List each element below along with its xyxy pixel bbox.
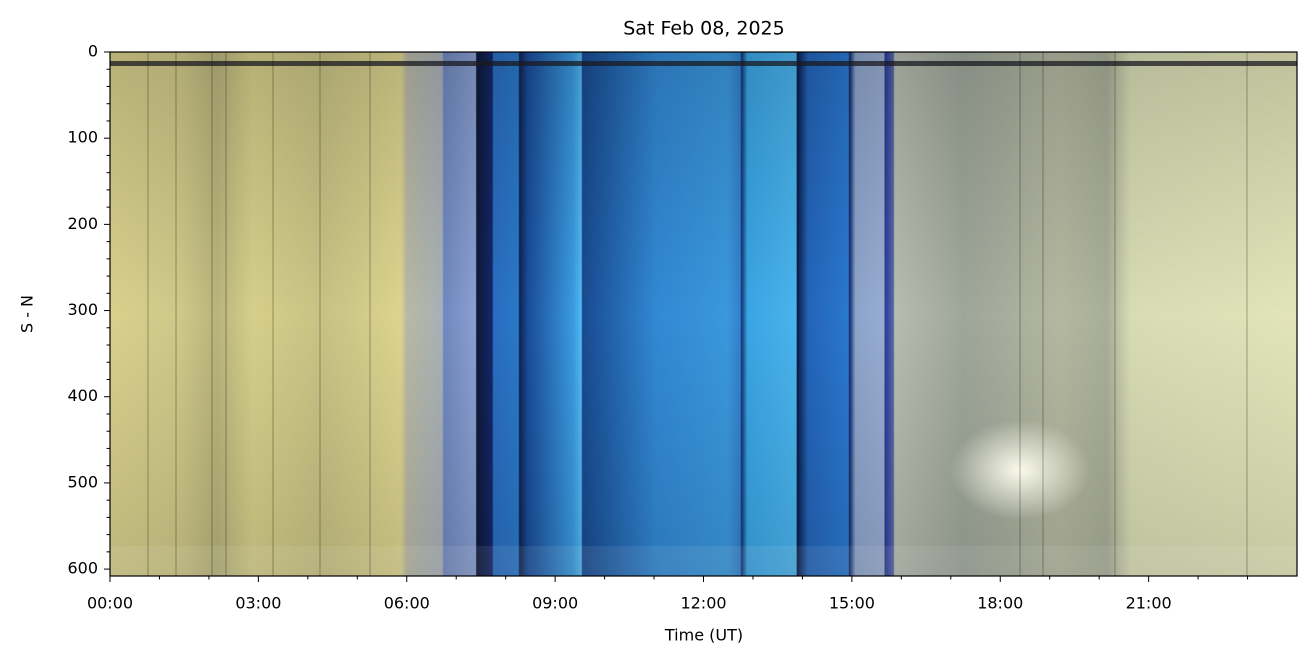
x-tick-label: 00:00	[87, 594, 133, 613]
y-tick-label: 0	[88, 42, 98, 61]
chart-title: Sat Feb 08, 2025	[623, 18, 784, 40]
keogram-image	[110, 52, 1297, 576]
y-tick-label: 600	[67, 559, 98, 578]
x-tick-label: 09:00	[532, 594, 578, 613]
x-tick-label: 03:00	[235, 594, 281, 613]
y-tick-label: 100	[67, 128, 98, 147]
y-axis-label: S - N	[18, 295, 37, 333]
y-tick-label: 400	[67, 386, 98, 405]
x-tick-label: 06:00	[384, 594, 430, 613]
y-tick-label: 200	[67, 214, 98, 233]
x-tick-label: 21:00	[1126, 594, 1172, 613]
x-tick-label: 12:00	[680, 594, 726, 613]
y-tick-label: 300	[67, 300, 98, 319]
x-axis-label: Time (UT)	[664, 626, 743, 645]
x-tick-label: 15:00	[829, 594, 875, 613]
x-tick-label: 18:00	[977, 594, 1023, 613]
y-tick-label: 500	[67, 472, 98, 491]
